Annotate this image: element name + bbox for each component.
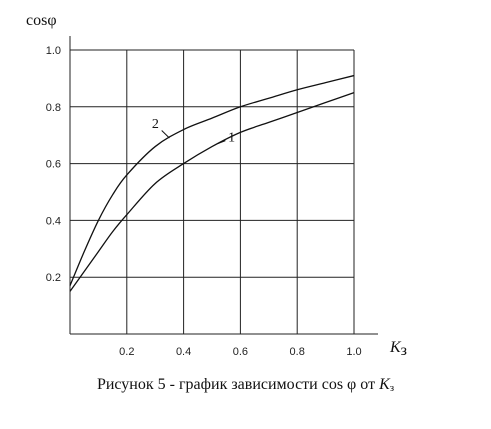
caption-k: К [379,376,390,393]
x-axis-title: Кз [389,339,407,359]
x-axis-title-sub: з [401,342,407,359]
tick-labels: 0.2 0.4 0.6 0.8 1.0 0.2 0.4 0.6 0.8 1.0 [46,45,362,358]
series-labels: 12 [152,117,235,146]
y-tick-label-1: 0.4 [46,215,61,227]
series-label-leader-1 [217,140,226,145]
x-tick-label-1: 0.4 [176,346,191,358]
x-tick-label-2: 0.6 [233,346,248,358]
figure-caption: Рисунок 5 - график зависимости cos φ от … [0,376,491,394]
caption-prefix: Рисунок 5 - график зависимости [96,376,322,393]
series-label-leader-2 [161,130,170,139]
y-tick-label-3: 0.8 [46,102,61,114]
x-tick-label-0: 0.2 [119,346,134,358]
series-line-2 [69,74,355,286]
caption-middle: от [356,376,380,393]
y-tick-label-0: 0.2 [46,272,61,284]
caption-k-sub: з [389,382,395,394]
series-label-2: 2 [152,117,159,132]
series-line-1 [69,91,355,292]
series-label-1: 1 [228,131,235,146]
x-tick-label-4: 1.0 [346,346,361,358]
caption-cos: cos φ [321,376,357,393]
grid-lines [70,49,355,334]
y-tick-label-4: 1.0 [46,45,61,57]
series-lines [69,74,355,292]
y-tick-label-2: 0.6 [46,159,61,171]
x-tick-label-3: 0.8 [290,346,305,358]
x-axis-title-main: К [389,339,402,356]
y-axis-title: cosφ [26,12,57,29]
